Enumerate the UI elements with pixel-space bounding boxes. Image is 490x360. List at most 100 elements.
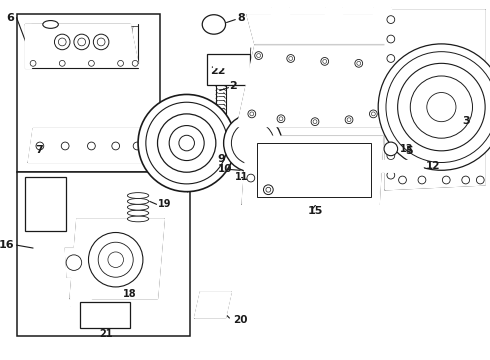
Circle shape [42, 204, 49, 211]
Polygon shape [242, 136, 383, 204]
Circle shape [59, 60, 65, 66]
Text: 14: 14 [432, 36, 447, 46]
Circle shape [418, 176, 426, 184]
Text: 20: 20 [233, 315, 248, 325]
Circle shape [42, 219, 49, 225]
Polygon shape [271, 7, 289, 17]
Circle shape [231, 122, 274, 165]
Polygon shape [385, 10, 485, 190]
Polygon shape [373, 7, 391, 17]
Circle shape [74, 34, 90, 50]
Circle shape [442, 176, 450, 184]
Circle shape [118, 60, 123, 66]
Circle shape [97, 38, 105, 46]
Circle shape [42, 189, 49, 196]
Polygon shape [379, 161, 424, 172]
Text: 18: 18 [122, 289, 136, 299]
Circle shape [387, 152, 395, 159]
Circle shape [345, 116, 353, 123]
Circle shape [39, 186, 52, 199]
Circle shape [54, 34, 70, 50]
Bar [105, 315, 122, 325]
Polygon shape [25, 24, 31, 68]
Circle shape [248, 110, 256, 118]
Text: 22: 22 [210, 66, 225, 76]
Circle shape [387, 16, 395, 23]
Circle shape [321, 58, 329, 65]
Text: 10: 10 [218, 164, 232, 174]
Ellipse shape [202, 15, 225, 34]
Circle shape [279, 117, 283, 121]
Polygon shape [195, 292, 231, 318]
Ellipse shape [127, 216, 149, 222]
Circle shape [384, 142, 398, 156]
Polygon shape [247, 15, 393, 44]
Circle shape [387, 55, 395, 62]
Circle shape [179, 135, 195, 151]
Circle shape [36, 142, 44, 150]
Polygon shape [70, 298, 92, 306]
Text: 12: 12 [426, 161, 441, 171]
Text: 21: 21 [99, 329, 113, 339]
Polygon shape [25, 24, 138, 63]
Ellipse shape [127, 193, 149, 198]
Circle shape [313, 120, 317, 123]
Circle shape [58, 38, 66, 46]
Circle shape [369, 110, 377, 118]
Circle shape [476, 176, 484, 184]
Ellipse shape [127, 198, 149, 204]
Circle shape [112, 142, 120, 150]
Circle shape [78, 38, 86, 46]
Circle shape [398, 63, 485, 151]
Bar [207, 54, 250, 85]
Bar [17, 14, 160, 172]
Text: 2: 2 [229, 81, 237, 91]
Circle shape [347, 118, 351, 122]
Circle shape [255, 52, 263, 59]
Ellipse shape [127, 210, 149, 216]
Circle shape [387, 79, 395, 87]
Circle shape [94, 34, 109, 50]
Polygon shape [325, 7, 342, 17]
Ellipse shape [127, 204, 149, 210]
Text: 15: 15 [307, 206, 322, 216]
Circle shape [378, 44, 490, 170]
Circle shape [357, 62, 361, 65]
Text: 9: 9 [218, 154, 226, 163]
Bar [17, 172, 190, 336]
Circle shape [264, 185, 273, 195]
Bar [257, 143, 371, 197]
Circle shape [410, 76, 472, 138]
Circle shape [287, 55, 294, 62]
Circle shape [146, 102, 227, 184]
Circle shape [387, 171, 395, 179]
Text: 16: 16 [0, 240, 15, 250]
Circle shape [89, 233, 143, 287]
Circle shape [355, 59, 363, 67]
Circle shape [133, 142, 141, 150]
Circle shape [169, 126, 204, 161]
Circle shape [247, 174, 255, 182]
Bar [80, 302, 130, 328]
Circle shape [387, 103, 395, 111]
Circle shape [289, 57, 293, 60]
Circle shape [266, 187, 271, 192]
Circle shape [387, 35, 395, 43]
Polygon shape [237, 46, 391, 126]
Text: 13: 13 [399, 144, 413, 154]
Text: 17: 17 [29, 180, 43, 190]
Text: 8: 8 [237, 13, 245, 23]
Ellipse shape [43, 21, 58, 28]
Circle shape [157, 114, 216, 172]
Circle shape [398, 176, 406, 184]
Circle shape [88, 142, 95, 150]
Circle shape [462, 176, 469, 184]
Circle shape [39, 201, 52, 214]
Circle shape [248, 80, 262, 94]
Text: 1: 1 [203, 122, 211, 131]
Circle shape [387, 127, 395, 135]
Text: 3: 3 [463, 116, 470, 126]
Text: 6: 6 [7, 13, 15, 23]
Text: 4: 4 [280, 146, 288, 156]
Text: 19: 19 [157, 199, 171, 209]
